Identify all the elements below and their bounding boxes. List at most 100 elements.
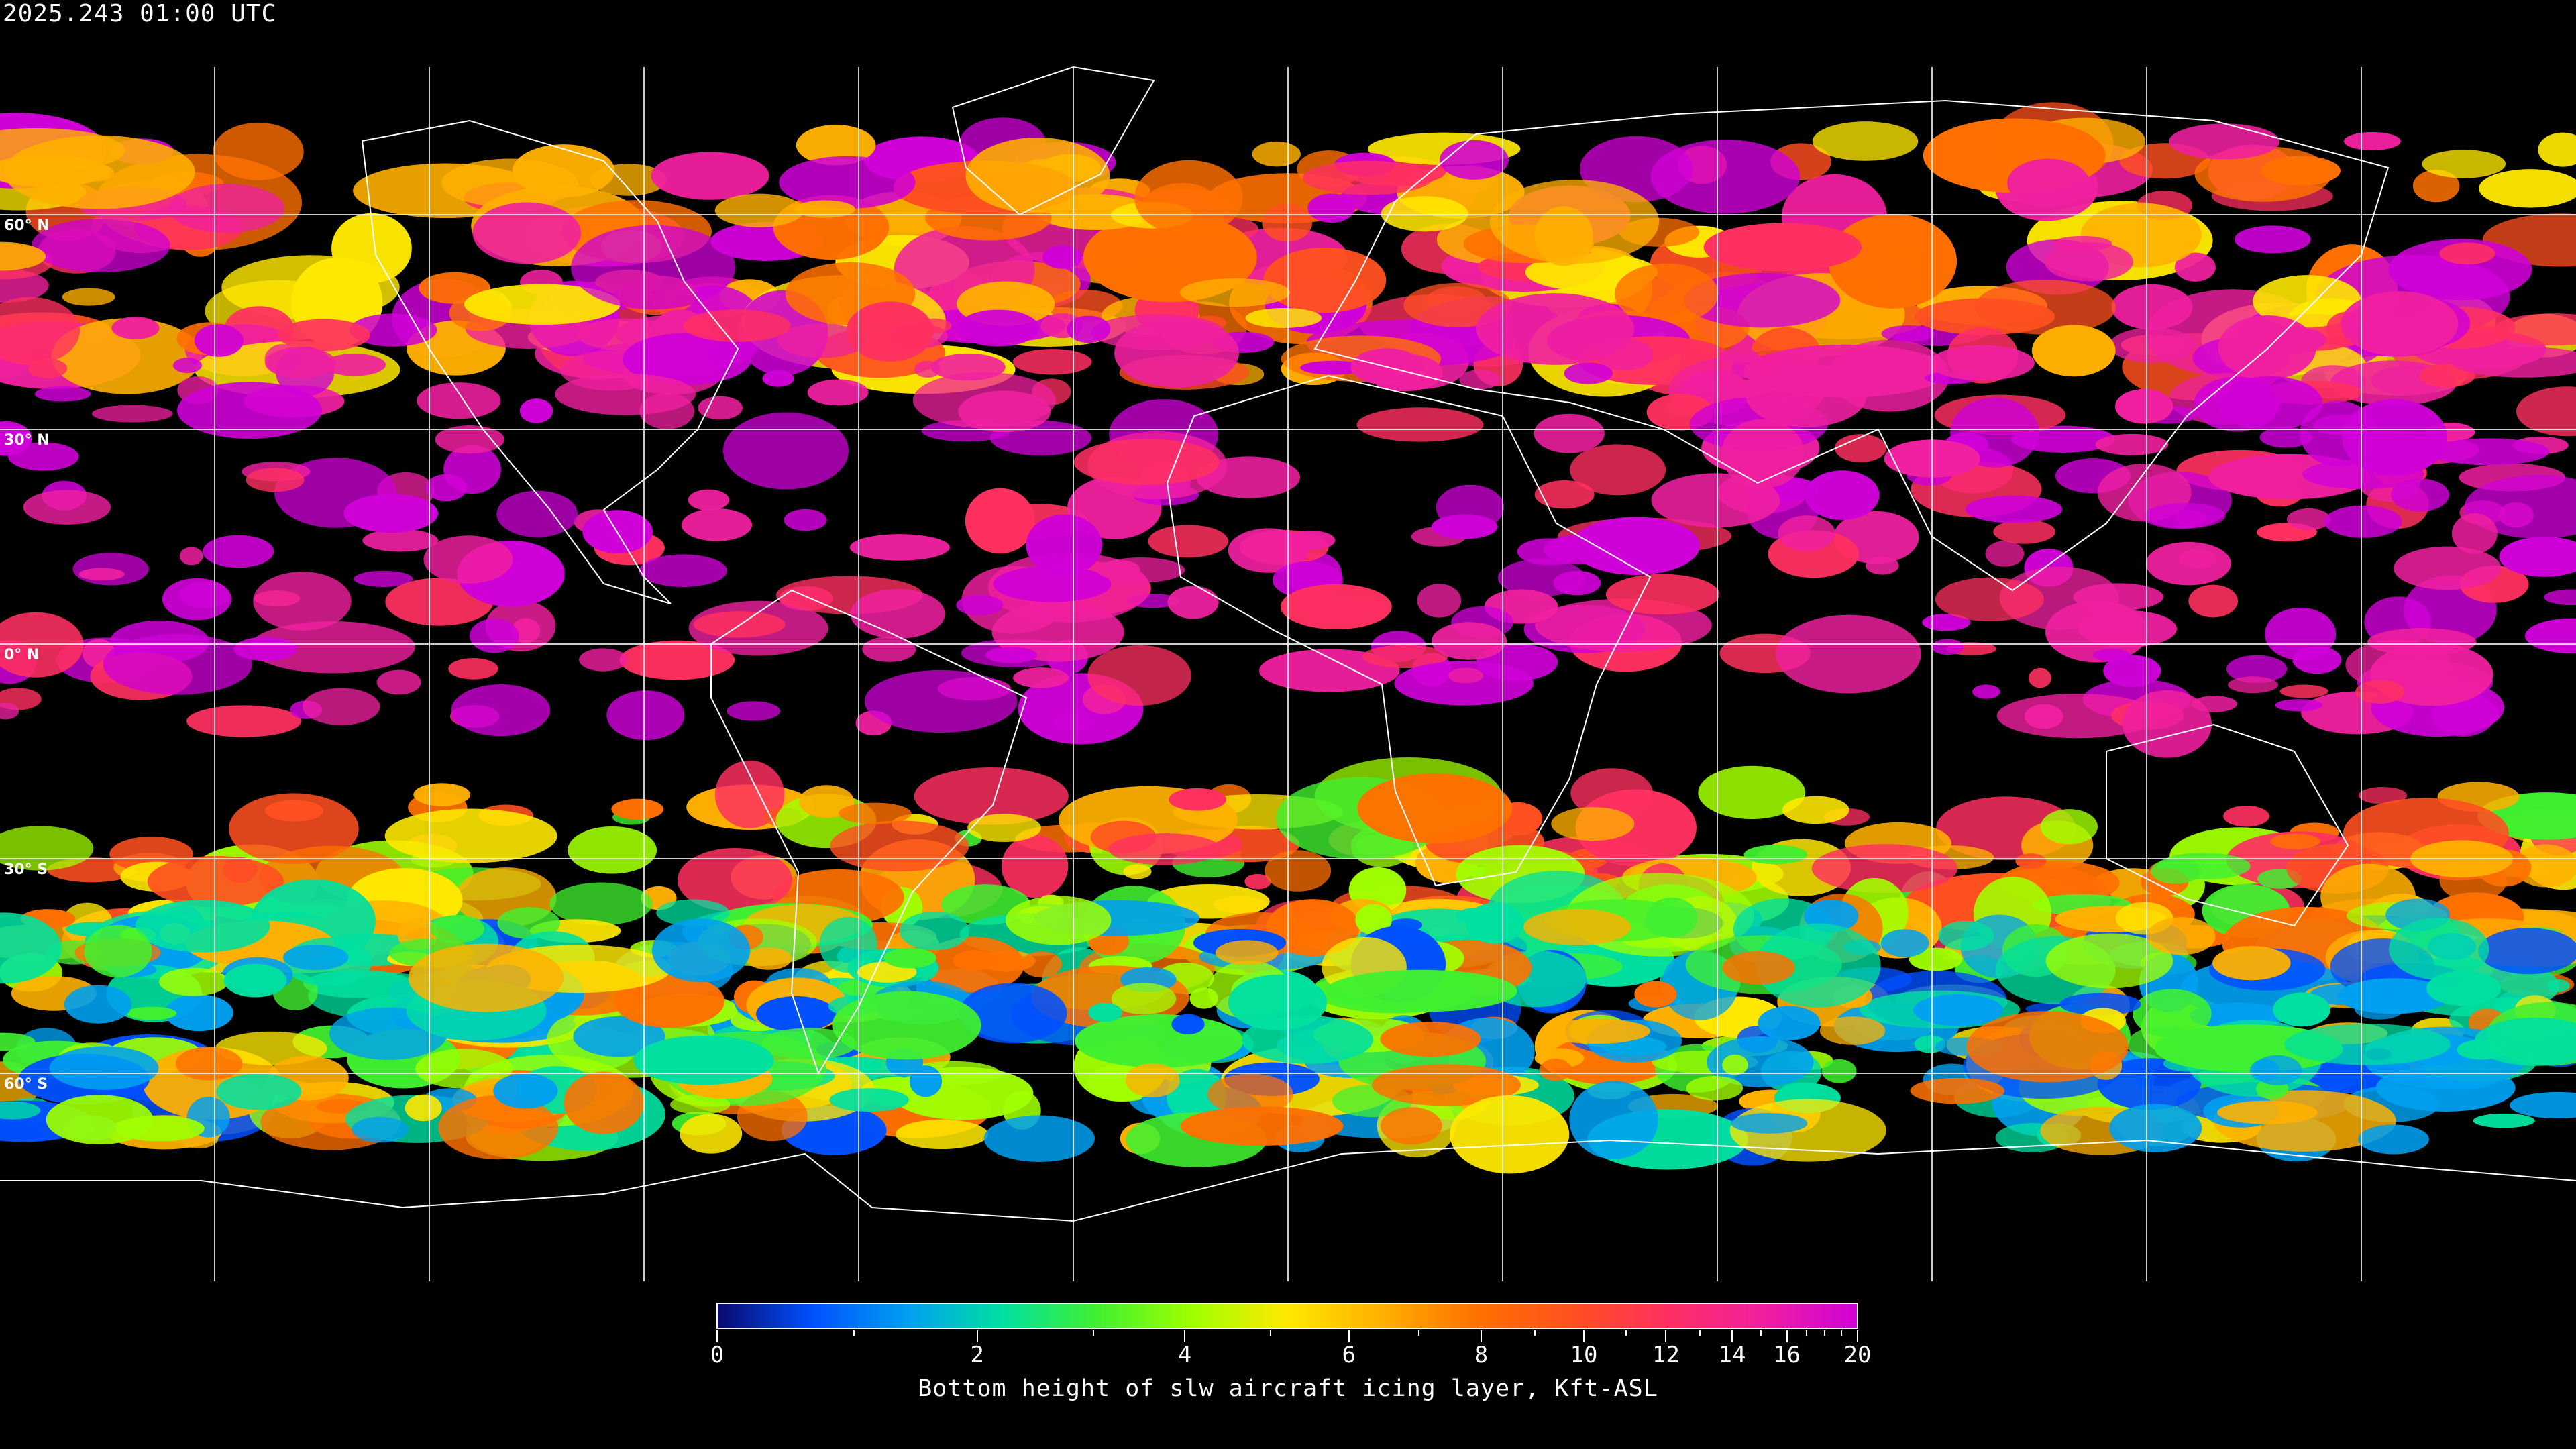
cloud-patch [1440, 140, 1509, 180]
colorbar-tick [1786, 1330, 1788, 1342]
cloud-patch [651, 918, 751, 983]
cloud-patch [1262, 203, 1313, 242]
cloud-patch [2524, 618, 2576, 654]
cloud-patch [1489, 179, 1660, 264]
cloud-patch [62, 288, 115, 306]
cloud-patch [914, 360, 941, 378]
cloud-patch [1026, 514, 1102, 576]
cloud-patch [362, 529, 439, 552]
cloud-patch [1821, 1059, 1857, 1083]
cloud-patch [1634, 981, 1677, 1008]
colorbar-tick [1481, 1330, 1482, 1342]
cloud-patch [470, 618, 519, 653]
cloud-patch [352, 1116, 409, 1143]
lat-label-0n: 0° N [4, 647, 40, 663]
cloud-patch [2499, 536, 2576, 577]
icing-map [0, 66, 2576, 1281]
colorbar-tick [1348, 1330, 1350, 1342]
timestamp: 2025.243 01:00 UTC [3, 0, 277, 28]
colorbar-tick-label: 10 [1570, 1342, 1598, 1368]
cloud-patch [135, 900, 270, 953]
cloud-patch [1355, 904, 1392, 935]
cloud-patch [571, 225, 736, 310]
cloud-patch [2044, 241, 2133, 282]
cloud-patch [2389, 918, 2489, 980]
cloud-patch [277, 319, 370, 352]
cloud-patch [194, 324, 244, 357]
cloud-patch [1096, 557, 1185, 583]
cloud-patch [1776, 614, 1921, 694]
colorbar-minor-tick [1417, 1330, 1419, 1336]
cloud-patch [1965, 495, 2063, 523]
cloud-patch [64, 985, 132, 1024]
cloud-patch [223, 963, 287, 998]
cloud-patch [606, 690, 685, 741]
cloud-patch [179, 547, 203, 566]
cloud-patch [1778, 515, 1835, 551]
cloud-patch [779, 156, 916, 209]
cloud-patch [1993, 519, 2055, 544]
cloud-patch [246, 468, 305, 492]
cloud-patch [796, 125, 876, 166]
cloud-patch [2097, 1058, 2202, 1110]
cloud-patch [519, 398, 553, 423]
cloud-patch [2516, 386, 2576, 437]
cloud-patch [799, 785, 855, 818]
cloud-patch [1362, 645, 1448, 669]
cloud-patch [1265, 850, 1332, 892]
cloud-patch [1523, 908, 1631, 945]
cloud-patch [34, 386, 91, 402]
cloud-patch [1551, 807, 1635, 841]
cloud-patch [1966, 1011, 2129, 1083]
colorbar-minor-tick [853, 1330, 855, 1336]
cloud-patch [688, 489, 730, 511]
cloud-patch [677, 847, 793, 912]
cloud-patch [1646, 897, 1698, 938]
colorbar-tick [1731, 1330, 1733, 1342]
cloud-patch [384, 808, 557, 863]
cloud-patch [2273, 992, 2331, 1027]
cloud-patch [2228, 676, 2279, 694]
cloud-patch [1564, 362, 1613, 384]
cloud-patch [1180, 1106, 1344, 1146]
colorbar-title: Bottom height of slw aircraft icing laye… [918, 1375, 1658, 1402]
cloud-patch [2355, 680, 2405, 704]
cloud-patch [354, 570, 413, 587]
colorbar-tick-label: 14 [1718, 1342, 1746, 1368]
cloud-patch [832, 991, 981, 1060]
cloud-patch [1782, 796, 1849, 824]
cloud-patch [830, 820, 969, 872]
cloud-patch [49, 1046, 159, 1090]
cloud-patch [909, 1065, 943, 1097]
colorbar-tick-label: 8 [1474, 1342, 1489, 1368]
cloud-patch [957, 309, 1040, 347]
cloud-patch [967, 814, 1041, 843]
cloud-patch [302, 688, 380, 725]
cloud-patch [2358, 787, 2408, 804]
cloud-patch [1929, 345, 2035, 381]
cloud-patch [2341, 399, 2448, 476]
colorbar-minor-tick [1805, 1330, 1807, 1336]
cloud-patch [762, 370, 794, 387]
cloud-patch [670, 1094, 731, 1114]
cloud-patch [1366, 354, 1443, 392]
cloud-patch [1811, 844, 1958, 894]
cloud-patch [1459, 370, 1501, 390]
cloud-patch [1372, 1064, 1521, 1106]
lat-label-30n: 30° N [4, 432, 50, 449]
cloud-patch [895, 1119, 989, 1150]
cloud-patch [1167, 586, 1219, 619]
cloud-patch [1743, 845, 1808, 865]
cloud-patch [2546, 979, 2570, 993]
cloud-patch [916, 318, 952, 333]
cloud-patch [1686, 1075, 1743, 1101]
cloud-patch [0, 241, 46, 271]
cloud-patch [1866, 556, 1899, 575]
cloud-patch [1703, 223, 1862, 272]
cloud-patch [1207, 1073, 1293, 1115]
cloud-patch [435, 425, 505, 454]
cloud-patch [839, 802, 912, 824]
cloud-patch [2341, 291, 2459, 356]
cloud-patch [2544, 589, 2576, 605]
cloud-patch [147, 855, 284, 908]
